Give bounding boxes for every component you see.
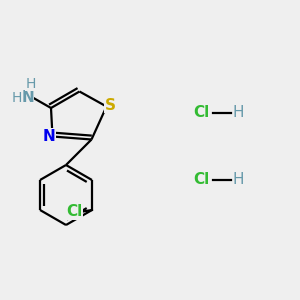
Text: H: H [233, 105, 244, 120]
Text: H: H [11, 92, 22, 105]
Text: N: N [21, 90, 34, 105]
Text: S: S [105, 98, 116, 112]
Text: H: H [26, 77, 36, 91]
Text: H: H [233, 172, 244, 188]
Text: Cl: Cl [193, 105, 209, 120]
Text: N: N [43, 129, 55, 144]
Text: Cl: Cl [67, 204, 83, 219]
Text: Cl: Cl [193, 172, 209, 188]
